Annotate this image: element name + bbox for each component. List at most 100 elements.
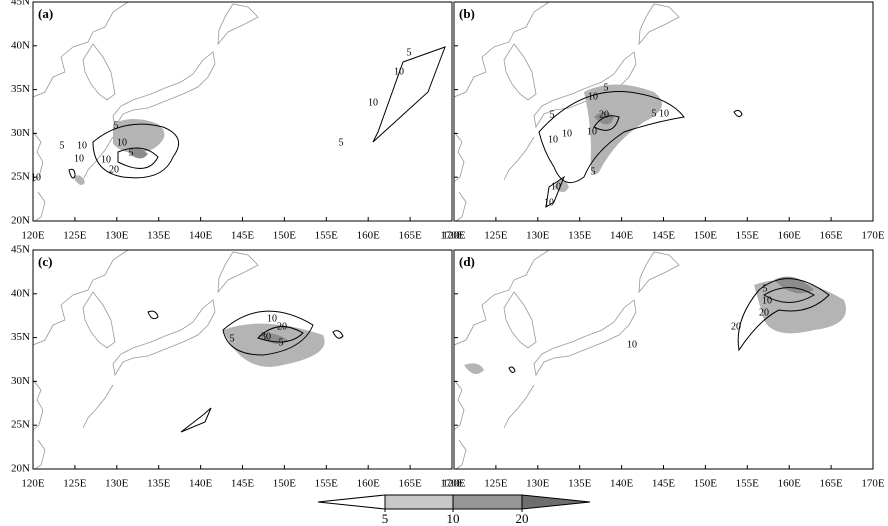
- x-tick-label: 135E: [568, 230, 592, 242]
- contour-label: 10: [77, 140, 87, 151]
- panel-label: (d): [459, 254, 475, 269]
- panel-label: (c): [38, 254, 52, 269]
- x-tick-label: 140E: [189, 230, 213, 242]
- contour: [593, 115, 620, 131]
- x-tick-label: 160E: [778, 478, 802, 490]
- contour-label: 10: [762, 295, 772, 306]
- contour-label: 10: [101, 154, 111, 165]
- precip-shade: [128, 148, 148, 159]
- contour-label: 10: [117, 137, 127, 148]
- contour-label: 10: [659, 108, 669, 119]
- x-tick-label: 160E: [357, 478, 381, 490]
- y-tick-label: 25N: [11, 171, 30, 183]
- y-tick-label: 30N: [11, 127, 30, 139]
- x-tick-label: 165E: [819, 230, 843, 242]
- contour: [147, 310, 159, 320]
- y-tick-label: 45N: [11, 244, 30, 256]
- contour: [92, 123, 180, 179]
- contour-label: 5: [550, 109, 555, 120]
- x-tick-label: 145E: [652, 230, 676, 242]
- contour-label: 20: [759, 307, 769, 318]
- precip-shade: [774, 276, 814, 294]
- contour-label: 10: [587, 126, 597, 137]
- contour-label: 5: [407, 47, 412, 58]
- contour-label: 10: [31, 172, 41, 183]
- colorbar-label: 10: [447, 511, 460, 526]
- contour-label: 10: [627, 339, 637, 350]
- colorbar-label: 5: [382, 511, 389, 526]
- x-tick-label: 120E: [442, 478, 466, 490]
- contour-label: 10: [267, 313, 277, 324]
- x-tick-label: 125E: [484, 230, 508, 242]
- contour-label: 10: [548, 134, 558, 145]
- contour: [372, 46, 446, 143]
- contour-label: 5: [279, 337, 284, 348]
- x-tick-label: 145E: [652, 478, 676, 490]
- precip-shade: [464, 363, 484, 374]
- x-tick-label: 150E: [694, 230, 718, 242]
- x-tick-label: 135E: [147, 478, 171, 490]
- contour: [538, 91, 685, 184]
- precip-shade: [594, 112, 614, 125]
- y-tick-label: 40N: [11, 39, 30, 51]
- colorbar: [317, 494, 591, 510]
- y-tick-label: 45N: [11, 0, 30, 8]
- precip-shade: [73, 175, 85, 186]
- precip-shade: [258, 333, 288, 344]
- contour: [222, 310, 314, 356]
- x-tick-label: 170E: [440, 478, 464, 490]
- contour-label: 10: [544, 197, 554, 208]
- x-tick-label: 125E: [63, 478, 87, 490]
- x-tick-label: 150E: [694, 478, 718, 490]
- colorbar-segment: [384, 494, 454, 510]
- contour: [737, 278, 830, 352]
- x-tick-label: 155E: [315, 478, 339, 490]
- x-tick-label: 120E: [442, 230, 466, 242]
- x-tick-label: 165E: [398, 478, 422, 490]
- contour-label: 20: [277, 321, 287, 332]
- precip-shade: [113, 119, 165, 153]
- contour-label: 10: [74, 153, 84, 164]
- contour: [332, 330, 344, 339]
- x-tick-label: 155E: [315, 230, 339, 242]
- x-tick-label: 120E: [21, 478, 45, 490]
- panel-label: (b): [459, 6, 475, 21]
- contour-label: 10: [368, 97, 378, 108]
- contour: [763, 287, 815, 303]
- x-tick-label: 160E: [778, 230, 802, 242]
- contour: [508, 366, 516, 373]
- x-tick-label: 130E: [105, 478, 129, 490]
- contour-label: 10: [562, 128, 572, 139]
- x-tick-label: 145E: [231, 478, 255, 490]
- x-tick-label: 140E: [610, 478, 634, 490]
- contour: [180, 407, 212, 433]
- x-tick-label: 135E: [568, 478, 592, 490]
- contour-label: 10: [394, 66, 404, 77]
- map-frame: [33, 2, 452, 221]
- y-tick-label: 40N: [11, 287, 30, 299]
- colorbar-label: 20: [516, 511, 529, 526]
- precip-shade: [223, 323, 325, 367]
- x-tick-label: 165E: [398, 230, 422, 242]
- contour-label: 10: [551, 181, 561, 192]
- map-frame: [454, 2, 873, 221]
- x-tick-label: 140E: [189, 478, 213, 490]
- x-tick-label: 140E: [610, 230, 634, 242]
- colorbar-segment: [452, 494, 523, 510]
- x-tick-label: 150E: [273, 230, 297, 242]
- contour-label: 20: [599, 109, 609, 120]
- contour: [117, 147, 159, 169]
- contour-label: 5: [230, 333, 235, 344]
- x-tick-label: 130E: [526, 478, 550, 490]
- contour-label: 5: [129, 147, 134, 158]
- y-tick-label: 35N: [11, 83, 30, 95]
- y-tick-label: 20N: [11, 215, 30, 227]
- x-tick-label: 150E: [273, 478, 297, 490]
- contour: [733, 109, 743, 118]
- contour-label: 20: [109, 164, 119, 175]
- map-frame: [454, 250, 873, 469]
